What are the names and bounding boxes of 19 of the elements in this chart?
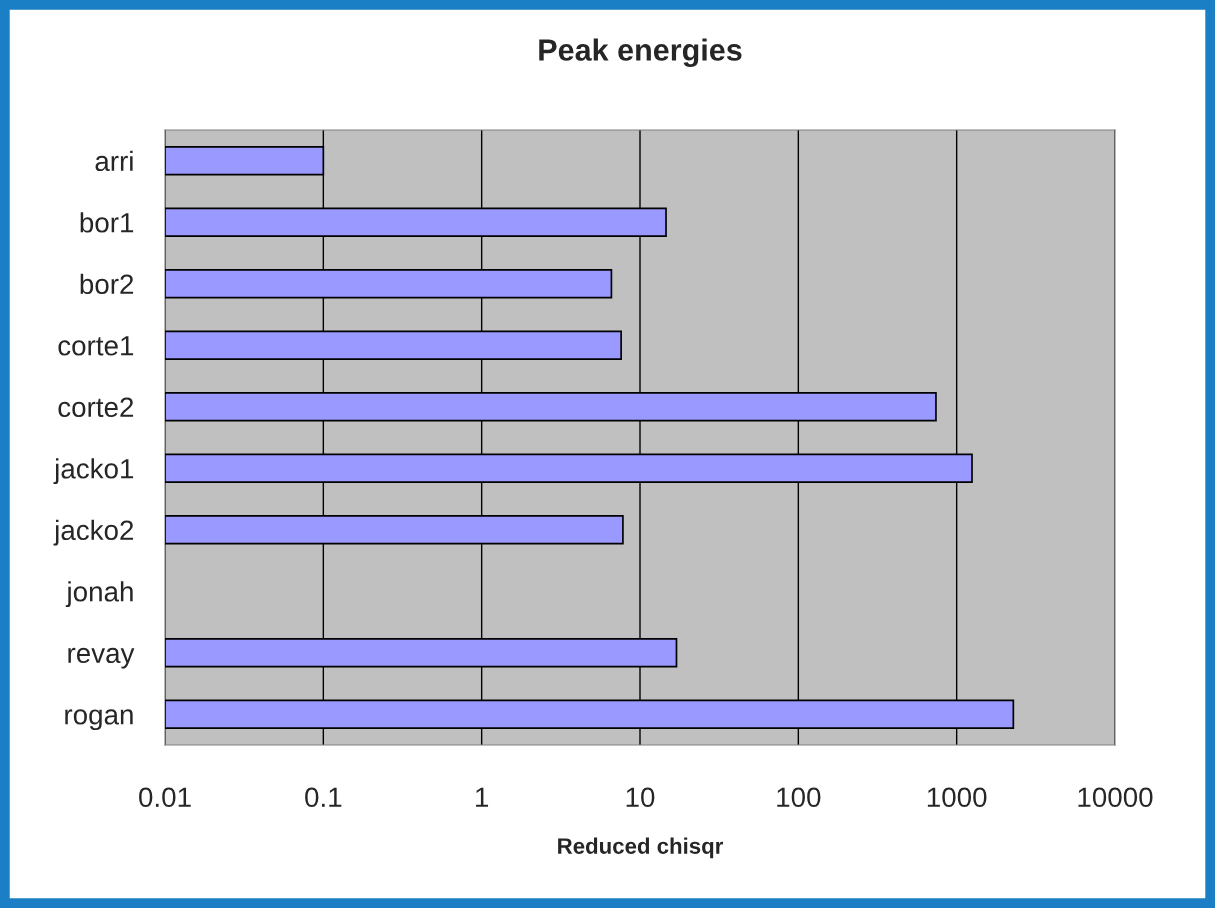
x-tick-label: 0.01 <box>139 787 191 808</box>
y-tick-label: bor2 <box>80 273 134 295</box>
x-tick-label: 1 <box>476 787 489 807</box>
x-tick-label: 10000 <box>1078 787 1153 808</box>
y-tick-label: revay <box>68 647 135 669</box>
y-tick-label: corte2 <box>58 397 134 418</box>
y-tick-label: rogan <box>65 709 133 731</box>
y-tick-label: jacko1 <box>53 458 134 485</box>
x-tick-label: 10 <box>626 787 655 808</box>
y-tick-label: jonah <box>65 581 133 608</box>
y-tick-label: bor1 <box>80 212 134 233</box>
y-tick-label: jacko2 <box>53 519 134 546</box>
x-tick-label: 1000 <box>927 787 987 808</box>
x-tick-label: 0.1 <box>305 787 342 808</box>
y-tick-label: corte1 <box>58 336 134 356</box>
x-axis-title: Reduced chisqr <box>558 837 724 859</box>
chart-title: Peak energies <box>539 38 742 68</box>
y-tick-label: arri <box>95 150 133 172</box>
x-tick-label: 100 <box>777 787 821 808</box>
